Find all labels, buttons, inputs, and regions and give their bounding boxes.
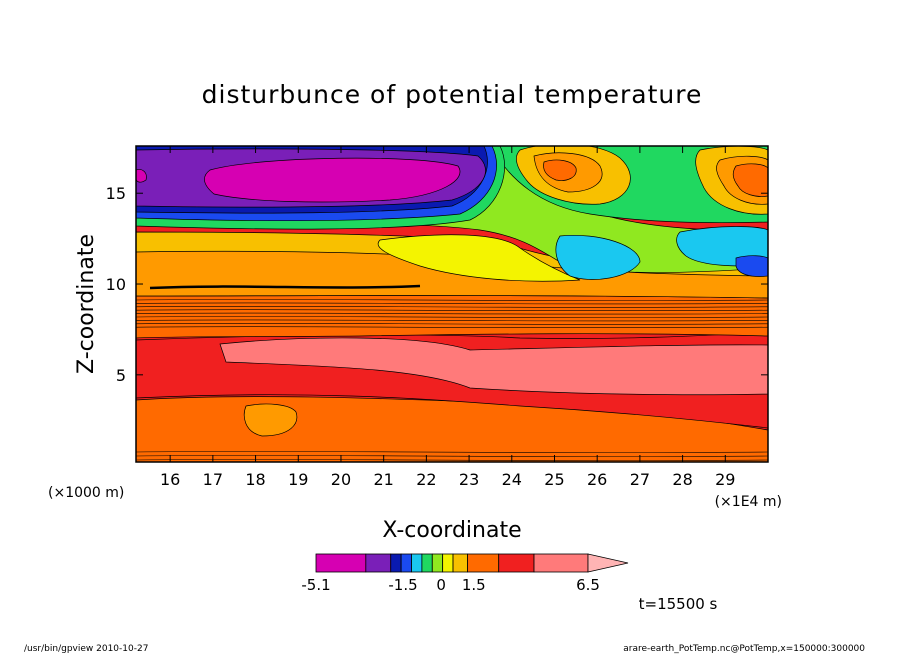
- x-tick-label: 18: [245, 470, 265, 489]
- contour-band: [543, 159, 577, 181]
- contour-line: [136, 455, 768, 457]
- footer-right: arare-earth_PotTemp.nc@PotTemp,x=150000:…: [623, 644, 865, 654]
- x-tick-label: 19: [288, 470, 308, 489]
- contour-line: [136, 309, 768, 312]
- colorbar-segment: [467, 553, 500, 573]
- contour-band: [377, 234, 581, 282]
- time-annotation: t=15500 s: [639, 595, 718, 613]
- contour-field: [136, 146, 768, 462]
- contour-line: [136, 326, 768, 329]
- colorbar-tick-label: 1.5: [462, 576, 486, 594]
- colorbar-segment: [315, 553, 367, 573]
- contour-line: [136, 299, 768, 301]
- colorbar-tick-label: -5.1: [301, 576, 330, 594]
- contour-band: [735, 255, 768, 277]
- colorbar-segment: [498, 553, 535, 573]
- colorbar-segment: [431, 553, 444, 573]
- x-tick-label: 26: [587, 470, 607, 489]
- x-tick-label: 27: [630, 470, 650, 489]
- colorbar-ticks: -5.1 -1.5 0 1.5 6.5: [301, 576, 600, 594]
- contour-line: [149, 284, 421, 290]
- contour-band: [243, 403, 298, 437]
- x-tick-label: 23: [459, 470, 479, 489]
- colorbar-extend-arrow: [587, 553, 629, 573]
- y-axis-label: Z-coordinate: [74, 234, 99, 374]
- footer-left: /usr/bin/gpview 2010-10-27: [24, 644, 148, 654]
- x-tick-label: 20: [331, 470, 351, 489]
- colorbar-segment: [421, 553, 433, 573]
- colorbar-segment: [390, 553, 402, 573]
- y-tick-label: 5: [116, 366, 126, 385]
- colorbar-segment: [533, 553, 589, 573]
- colorbar-tick-label: -1.5: [388, 576, 417, 594]
- colorbar: [315, 553, 629, 573]
- colorbar-segment: [365, 553, 392, 573]
- x-tick-label: 21: [373, 470, 393, 489]
- x-axis: 16 17 18 19 20 21 22 23 24 25 26 27 28 29: [160, 146, 735, 489]
- x-tick-label: 24: [502, 470, 522, 489]
- x-unit-note: (×1E4 m): [715, 494, 782, 510]
- y-tick-label: 15: [106, 184, 126, 203]
- contour-band: [219, 337, 768, 396]
- contour-line: [136, 322, 768, 325]
- x-tick-label: 16: [160, 470, 180, 489]
- x-axis-label: X-coordinate: [382, 518, 521, 543]
- colorbar-segment: [411, 553, 423, 573]
- x-tick-label: 28: [672, 470, 692, 489]
- contour-line: [136, 302, 768, 305]
- contour-line: [136, 451, 768, 453]
- colorbar-segment: [452, 553, 468, 573]
- colorbar-segment: [400, 553, 412, 573]
- colorbar-tick-label: 0: [436, 576, 446, 594]
- contour-band: [555, 234, 641, 280]
- plot-frame: [135, 145, 769, 463]
- chart-title: disturbunce of potential temperature: [202, 80, 703, 109]
- x-tick-label: 25: [544, 470, 564, 489]
- y-axis: 5 10 15: [106, 184, 768, 385]
- contour-line: [136, 305, 768, 308]
- contour-line: [136, 312, 768, 315]
- contour-line: [136, 319, 768, 322]
- y-unit-note: (×1000 m): [48, 485, 124, 501]
- contour-band: [732, 163, 768, 197]
- contour-band: [204, 157, 461, 203]
- colorbar-tick-label: 6.5: [576, 576, 600, 594]
- contour-line: [136, 316, 768, 318]
- contour-line: [136, 459, 768, 461]
- x-tick-label: 22: [416, 470, 436, 489]
- colorbar-segment: [442, 553, 454, 573]
- y-tick-label: 10: [106, 275, 126, 294]
- x-tick-label: 17: [203, 470, 223, 489]
- x-tick-label: 29: [715, 470, 735, 489]
